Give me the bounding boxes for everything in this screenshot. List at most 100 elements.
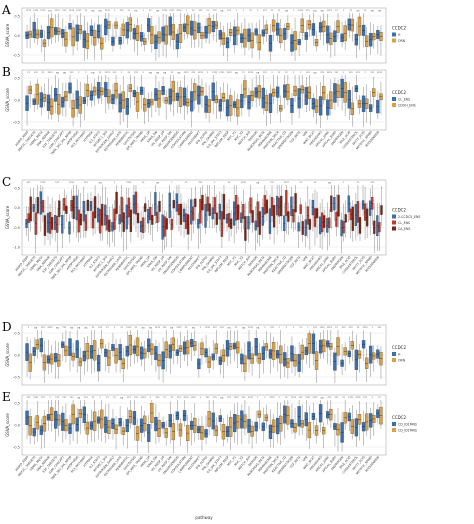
significance-mark: * [85, 71, 87, 75]
y-tick-label: 0.5 [14, 332, 20, 336]
significance-mark: * [114, 9, 116, 13]
significance-mark: **** [348, 396, 354, 400]
x-tick-label: KRAS_UP [139, 455, 151, 468]
significance-mark: ** [106, 396, 109, 400]
significance-mark: *** [349, 71, 354, 75]
legend-label: CL_ENS [398, 98, 410, 102]
significance-mark: *** [62, 396, 67, 400]
x-tick-label: MYC_V1 [226, 255, 237, 267]
significance-mark: **** [184, 71, 190, 75]
significance-mark: *** [263, 9, 268, 13]
significance-mark: ** [92, 326, 95, 330]
significance-mark: **** [141, 396, 147, 400]
significance-mark: **** [298, 9, 304, 13]
significance-mark: *** [113, 71, 118, 75]
significance-mark: **** [155, 326, 161, 330]
significance-mark: *** [270, 326, 275, 330]
x-tick-label: KRAS_UP [139, 255, 151, 268]
significance-mark: **** [327, 9, 333, 13]
significance-mark: ** [349, 9, 352, 13]
significance-mark: **** [205, 326, 211, 330]
significance-mark: * [264, 326, 266, 330]
legend-title: CCDC2 [392, 345, 406, 350]
significance-mark: **** [241, 181, 247, 185]
significance-mark: * [279, 396, 281, 400]
significance-mark: **** [312, 396, 318, 400]
panel-letter: A [1, 3, 11, 17]
significance-mark: ns [70, 327, 74, 330]
significance-mark: **** [176, 9, 182, 13]
significance-mark: **** [40, 9, 46, 13]
significance-mark: ns [371, 10, 375, 13]
significance-mark: **** [212, 71, 218, 75]
significance-mark: ns [84, 327, 88, 330]
legend-swatch [392, 428, 396, 432]
significance-mark: ** [106, 326, 109, 330]
significance-mark: ns [56, 327, 60, 330]
significance-mark: * [271, 71, 273, 75]
significance-mark: *** [134, 396, 139, 400]
significance-mark: ** [228, 181, 231, 185]
significance-mark: *** [27, 396, 32, 400]
significance-mark: **** [184, 396, 190, 400]
significance-mark: ** [170, 71, 173, 75]
panel-letter: C [2, 175, 11, 189]
significance-mark: ** [149, 9, 152, 13]
significance-mark: **** [40, 181, 46, 185]
significance-mark: * [293, 9, 295, 13]
significance-mark: * [142, 9, 144, 13]
significance-mark: ns [285, 10, 289, 13]
panel-letter: E [2, 390, 11, 404]
significance-mark: *** [134, 71, 139, 75]
significance-mark: * [171, 181, 173, 185]
significance-mark: * [372, 396, 374, 400]
significance-mark: **** [69, 181, 75, 185]
significance-mark: *** [320, 71, 325, 75]
significance-mark: ** [335, 326, 338, 330]
significance-mark: ** [378, 396, 381, 400]
significance-mark: ns [228, 327, 232, 330]
legend-label: CA_ENS [398, 227, 410, 231]
significance-mark: ** [85, 9, 88, 13]
significance-mark: *** [120, 9, 125, 13]
legend-title: CCDC2 [392, 90, 406, 95]
significance-mark: **** [248, 396, 254, 400]
legend-swatch [392, 358, 396, 362]
legend-swatch [392, 97, 396, 101]
significance-mark: ns [256, 182, 260, 185]
significance-mark: **** [248, 326, 254, 330]
significance-mark: *** [177, 396, 182, 400]
y-tick-label: 0.0 [14, 99, 20, 103]
significance-mark: * [300, 71, 302, 75]
significance-mark: ** [242, 71, 245, 75]
significance-mark: ** [206, 9, 209, 13]
significance-mark: *** [370, 71, 375, 75]
significance-mark: * [364, 71, 366, 75]
significance-mark: *** [241, 396, 246, 400]
significance-mark: ** [92, 396, 95, 400]
significance-mark: ** [299, 326, 302, 330]
significance-mark: ns [34, 327, 38, 330]
significance-mark: **** [33, 9, 39, 13]
significance-mark: *** [84, 396, 89, 400]
significance-mark: * [293, 71, 295, 75]
significance-mark: **** [327, 71, 333, 75]
significance-mark: **** [355, 396, 361, 400]
significance-mark: ** [314, 181, 317, 185]
significance-mark: *** [349, 326, 354, 330]
legend-swatch [392, 32, 396, 37]
y-tick-label: -1.0 [13, 246, 20, 250]
significance-mark: ** [142, 181, 145, 185]
significance-mark: * [343, 181, 345, 185]
y-tick-label: -0.5 [13, 121, 20, 125]
y-tick-label: 0.0 [14, 206, 20, 210]
significance-mark: ** [278, 71, 281, 75]
x-tick-label: UPR [302, 255, 309, 262]
significance-mark: **** [33, 396, 39, 400]
significance-mark: *** [335, 396, 340, 400]
significance-mark: **** [234, 396, 240, 400]
significance-mark: ns [49, 10, 53, 13]
significance-mark: ** [185, 326, 188, 330]
